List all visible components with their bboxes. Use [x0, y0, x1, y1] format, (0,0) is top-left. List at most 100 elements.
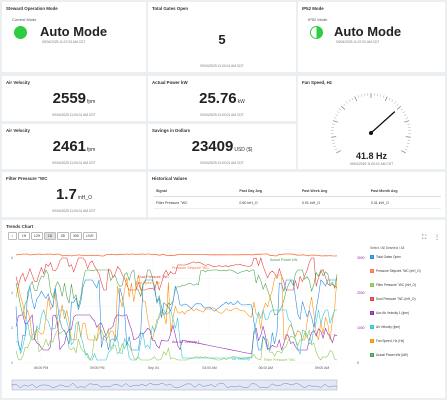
card-title: Steward Operation Mode: [6, 6, 58, 11]
legend-item[interactable]: ✓ Air Velocity (fpm): [370, 325, 438, 329]
mode-label: IP52 Mode: [308, 17, 328, 22]
series-line: [15, 279, 337, 352]
gauge-tick: [396, 103, 399, 106]
range-button-5d[interactable]: 5D: [57, 232, 69, 240]
y-left-tick: 2: [11, 326, 13, 330]
steward-mode-card: Steward Operation Mode Current Mode Auto…: [2, 2, 146, 72]
checkbox-icon[interactable]: ✓: [370, 353, 374, 357]
gauge-tick: [335, 114, 338, 116]
gauge-tick: [334, 148, 338, 151]
legend-label: Filter Pressure "WC (inH_O): [376, 283, 417, 287]
timestamp: 09/04/2025 11:00:01 AM CDT: [52, 161, 96, 165]
series-line: [15, 329, 338, 361]
gauge-tick: [337, 111, 340, 114]
timestamp: 09/04/2025 11:00:01 AM CDT: [200, 64, 244, 68]
range-button-1d[interactable]: 1D: [44, 232, 56, 240]
checkbox-icon[interactable]: ✓: [370, 311, 374, 315]
card-title: IP52 Mode: [302, 6, 324, 11]
column-header: Past Day Avg: [237, 185, 300, 197]
column-header: Signal: [154, 185, 238, 197]
historical-table: Signal Past Day Avg Past Week Avg Past M…: [154, 185, 441, 209]
range-button-30d[interactable]: 30D: [70, 232, 82, 240]
legend-label: Actual Power kW (kW): [376, 353, 408, 357]
card-title: Actual Power kW: [152, 80, 188, 85]
navigator-line: [11, 382, 338, 389]
x-tick: 09:00 AM: [315, 366, 330, 370]
gauge-tick: [404, 148, 408, 151]
series-annotation: Duct Pressure "WC: [138, 275, 169, 279]
gauge-tick: [343, 103, 346, 106]
timestamp: 09/04/2025 11:07:03 AM CDT: [42, 40, 86, 44]
column-header: Past Month Avg: [368, 185, 441, 197]
legend-label: Fan Speed, Hz (Hz): [376, 339, 405, 343]
gauge-tick: [380, 94, 382, 97]
card-title: Filter Pressure "WC: [6, 176, 48, 181]
checkbox-icon[interactable]: ✓: [370, 297, 374, 301]
y-right-tick: 1000: [357, 326, 365, 330]
fan-speed-value: 41.8 Hz: [355, 151, 388, 161]
x-tick: 03:00 AM: [202, 366, 217, 370]
more-icon[interactable]: ⋮: [434, 235, 440, 241]
fullscreen-icon[interactable]: ⛶: [422, 235, 427, 241]
checkbox-icon[interactable]: ✓: [370, 339, 374, 343]
series-line: [15, 257, 338, 291]
checkbox-icon[interactable]: ✓: [370, 325, 374, 329]
x-tick: 06:00 PM: [34, 366, 49, 370]
legend-title[interactable]: Select / All Deselect / All: [370, 246, 405, 250]
gauge-tick: [401, 150, 406, 154]
y-left-tick: 0: [11, 361, 13, 365]
timestamp: 09/04/2025 11:07:00 AM CDT: [336, 40, 380, 44]
series-line: [15, 269, 338, 316]
x-tick: 09:00 PM: [90, 366, 105, 370]
gauge-tick: [357, 95, 359, 98]
card-title: Trends Chart: [6, 224, 34, 229]
mode-label: Current Mode: [12, 17, 37, 22]
gauge-tick: [332, 142, 335, 144]
legend-item[interactable]: ✓ Pressure Setpoint "WC (inH_O): [370, 269, 438, 273]
savings-card: Savings in Dollars 23409USD ($) 09/04/20…: [148, 124, 296, 169]
zoom-icon[interactable]: ⌕: [8, 232, 17, 240]
y-left-tick: 6: [11, 256, 13, 260]
gauge-tick: [405, 136, 411, 138]
range-button-live[interactable]: LIVE: [83, 232, 97, 240]
gauge-tick: [400, 108, 403, 111]
table-cell: 0.60 inH_O: [237, 196, 300, 209]
y-left-tick: 4: [11, 291, 13, 295]
gauge-tick: [391, 99, 394, 102]
timestamp: 09/04/2025 11:00:01 AM CDT: [200, 113, 244, 117]
ip52-mode-card: IP52 Mode IP52 Mode Auto Mode 09/04/2025…: [298, 2, 445, 72]
series-line: [15, 314, 338, 355]
legend-item[interactable]: ✓ Filter Pressure "WC (inH_O): [370, 283, 438, 287]
checkbox-icon[interactable]: ✓: [370, 283, 374, 287]
status-indicator: [14, 26, 27, 39]
checkbox-icon[interactable]: ✓: [370, 269, 374, 273]
legend-item[interactable]: ✓ Actual Power kW (kW): [370, 353, 438, 357]
legend-item[interactable]: ✓ Total Gates Open: [370, 255, 438, 259]
gauge-tick: [405, 117, 408, 119]
air-velocity-card: Air Velocity 2559fpm 09/04/2025 11:00:01…: [2, 76, 146, 121]
gates-value: 5: [218, 32, 226, 47]
gauge-tick: [336, 150, 341, 154]
actual-power-card: Actual Power kW 25.76kW 09/04/2025 11:00…: [148, 76, 296, 121]
gauge-tick: [404, 120, 410, 123]
range-button-12h[interactable]: 12H: [31, 232, 43, 240]
y-right-tick: 0: [357, 361, 359, 365]
gauge-tick: [407, 123, 410, 125]
gauge-tick: [351, 97, 354, 101]
legend-item[interactable]: ✓ Aux Air Velocity 1 (fpm): [370, 311, 438, 315]
legend-item[interactable]: ✓ Fan Speed, Hz (Hz): [370, 339, 438, 343]
series-annotation: Pressure Setpoint "WC: [172, 266, 209, 270]
checkbox-icon[interactable]: ✓: [370, 255, 374, 259]
gauge-tick: [332, 120, 338, 123]
series-annotation: Aux Air Velocity 1: [172, 340, 200, 344]
gauge-tick: [402, 111, 405, 114]
timestamp: 09/04/2025 11:00:01 AM CDT: [349, 162, 394, 166]
range-button-1h[interactable]: 1H: [18, 232, 30, 240]
gauge-tick: [339, 108, 342, 111]
gauge-needle: [370, 111, 396, 134]
table-cell: 0.91 inH_O: [299, 196, 369, 209]
status-indicator: [310, 26, 323, 39]
table-cell: 0.31 inH_O: [368, 196, 441, 209]
legend-item[interactable]: ✓ Duct Pressure "WC (inH_O): [370, 297, 438, 301]
fan-speed-card: Fan Speed, Hz 41.8 Hz 09/04/2025 11:00:0…: [298, 76, 445, 169]
